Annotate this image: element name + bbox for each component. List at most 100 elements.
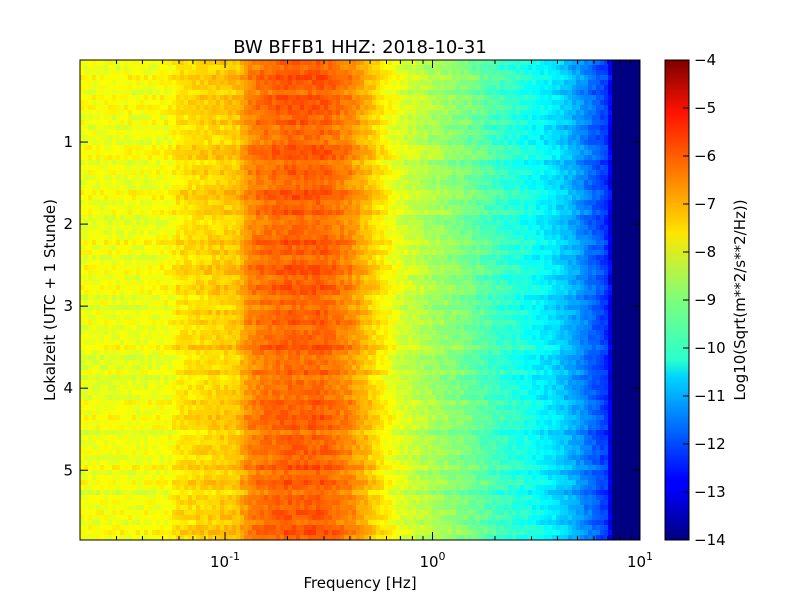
heatmap-cell — [336, 90, 341, 96]
heatmap-cell — [100, 110, 105, 116]
heatmap-cell — [600, 105, 605, 111]
heatmap-cell — [460, 170, 465, 176]
heatmap-cell — [304, 190, 309, 196]
heatmap-cell — [480, 175, 485, 181]
heatmap-cell — [112, 100, 117, 106]
heatmap-cell — [388, 185, 393, 191]
heatmap-cell — [88, 85, 93, 91]
heatmap-cell — [604, 140, 609, 146]
heatmap-cell — [396, 225, 401, 231]
heatmap-cell — [260, 170, 265, 176]
heatmap-cell — [512, 60, 517, 66]
heatmap-cell — [136, 65, 141, 71]
heatmap-cell — [196, 100, 201, 106]
heatmap-cell — [364, 235, 369, 241]
heatmap-cell — [312, 170, 317, 176]
heatmap-cell — [300, 145, 305, 151]
heatmap-cell — [84, 210, 89, 216]
heatmap-cell — [636, 170, 641, 176]
heatmap-cell — [224, 165, 229, 171]
heatmap-cell — [432, 195, 437, 201]
heatmap-cell — [156, 65, 161, 71]
heatmap-cell — [152, 135, 157, 141]
heatmap-cell — [344, 105, 349, 111]
heatmap-cell — [208, 100, 213, 106]
heatmap-cell — [172, 70, 177, 76]
heatmap-cell — [488, 200, 493, 206]
heatmap-cell — [416, 230, 421, 236]
heatmap-cell — [500, 65, 505, 71]
heatmap-cell — [144, 215, 149, 221]
heatmap-cell — [476, 155, 481, 161]
heatmap-cell — [112, 130, 117, 136]
heatmap-cell — [540, 130, 545, 136]
heatmap-cell — [540, 125, 545, 131]
heatmap-cell — [624, 120, 629, 126]
heatmap-cell — [248, 85, 253, 91]
heatmap-cell — [296, 235, 301, 241]
heatmap-cell — [488, 105, 493, 111]
heatmap-cell — [224, 200, 229, 206]
heatmap-cell — [196, 195, 201, 201]
heatmap-cell — [228, 195, 233, 201]
heatmap-cell — [336, 175, 341, 181]
heatmap-cell — [100, 115, 105, 121]
heatmap-cell — [456, 230, 461, 236]
heatmap-cell — [456, 130, 461, 136]
heatmap-cell — [316, 140, 321, 146]
heatmap-cell — [484, 205, 489, 211]
heatmap-cell — [368, 115, 373, 121]
heatmap-cell — [628, 145, 633, 151]
heatmap-cell — [436, 155, 441, 161]
heatmap-cell — [416, 130, 421, 136]
heatmap-cell — [356, 80, 361, 86]
heatmap-cell — [416, 75, 421, 81]
heatmap-cell — [380, 70, 385, 76]
heatmap-cell — [336, 70, 341, 76]
heatmap-cell — [188, 140, 193, 146]
heatmap-cell — [388, 140, 393, 146]
heatmap-cell — [560, 185, 565, 191]
heatmap-cell — [520, 155, 525, 161]
heatmap-cell — [388, 100, 393, 106]
heatmap-cell — [340, 100, 345, 106]
heatmap-cell — [388, 155, 393, 161]
heatmap-cell — [380, 180, 385, 186]
heatmap-cell — [400, 170, 405, 176]
heatmap-cell — [524, 210, 529, 216]
heatmap-cell — [160, 220, 165, 226]
heatmap-cell — [160, 210, 165, 216]
heatmap-cell — [148, 120, 153, 126]
heatmap-cell — [340, 235, 345, 241]
heatmap-cell — [452, 100, 457, 106]
heatmap-cell — [196, 200, 201, 206]
heatmap-cell — [564, 200, 569, 206]
heatmap-cell — [152, 80, 157, 86]
heatmap-cell — [380, 100, 385, 106]
heatmap-cell — [144, 185, 149, 191]
heatmap-cell — [520, 80, 525, 86]
heatmap-cell — [528, 70, 533, 76]
heatmap-cell — [488, 185, 493, 191]
heatmap-cell — [172, 85, 177, 91]
heatmap-cell — [284, 75, 289, 81]
heatmap-cell — [100, 230, 105, 236]
heatmap-cell — [236, 190, 241, 196]
heatmap-cell — [144, 75, 149, 81]
heatmap-cell — [152, 165, 157, 171]
heatmap-cell — [588, 180, 593, 186]
heatmap-cell — [512, 90, 517, 96]
heatmap-cell — [176, 115, 181, 121]
heatmap-cell — [572, 225, 577, 231]
heatmap-cell — [348, 70, 353, 76]
heatmap-cell — [128, 210, 133, 216]
heatmap-cell — [344, 110, 349, 116]
heatmap-cell — [440, 220, 445, 226]
heatmap-cell — [516, 185, 521, 191]
heatmap-cell — [484, 155, 489, 161]
heatmap-cell — [476, 215, 481, 221]
heatmap-cell — [200, 175, 205, 181]
heatmap-cell — [84, 110, 89, 116]
heatmap-cell — [88, 80, 93, 86]
heatmap-cell — [504, 100, 509, 106]
